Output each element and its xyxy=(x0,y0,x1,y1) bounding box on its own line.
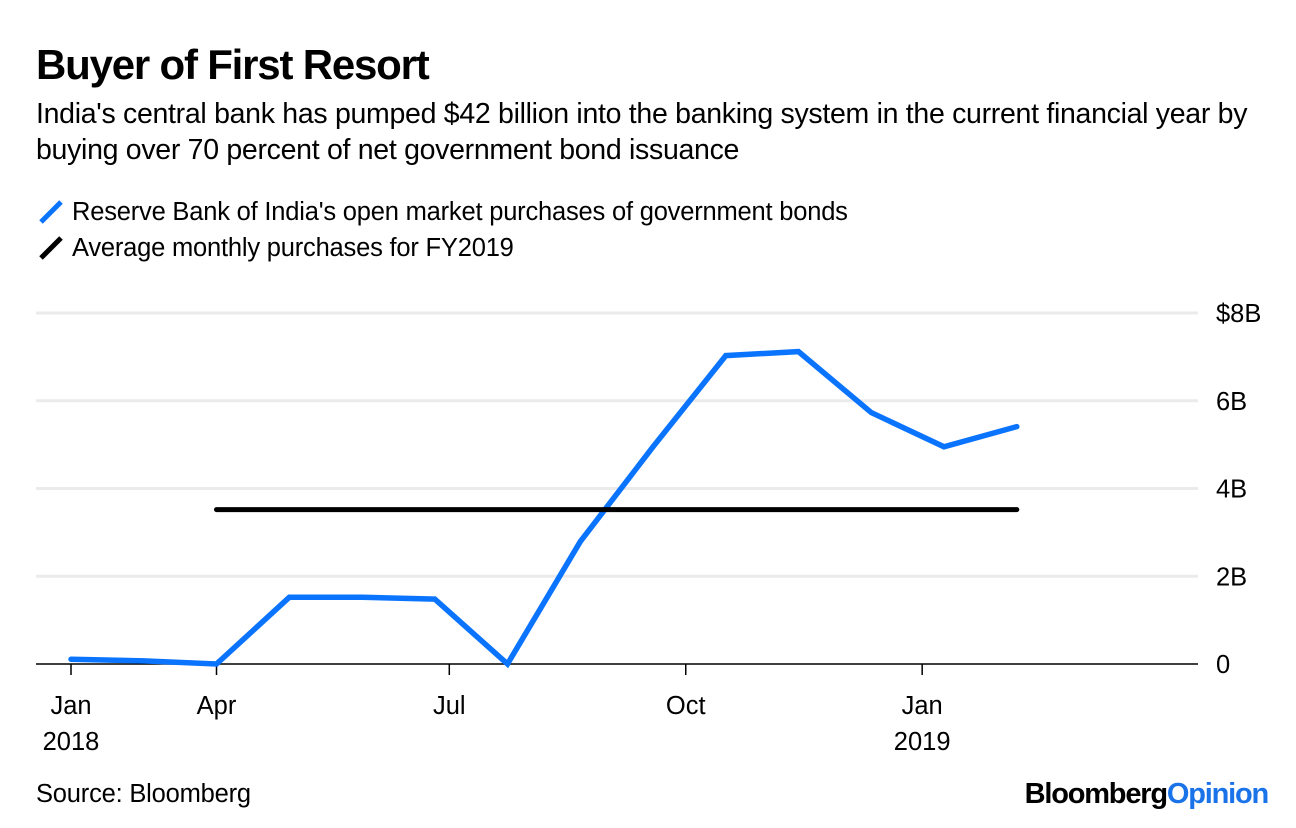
legend-item-rbi-purchases: Reserve Bank of India's open market purc… xyxy=(36,194,848,230)
x-tick-label: Apr xyxy=(197,692,237,720)
y-tick-label: 0 xyxy=(1216,651,1230,679)
x-axis: Jan 2018 Apr Jul Oct Jan 2019 xyxy=(36,663,1198,756)
line-chart: $8B 6B 4B 2B 0 Jan 2018 Apr Jul Oct Jan 2019 xyxy=(36,300,1261,756)
x-tick-label: Jan xyxy=(902,692,943,720)
rbi-purchases-line xyxy=(68,348,1020,669)
black-slash-icon xyxy=(39,236,63,260)
gridlines xyxy=(36,311,1198,578)
y-tick-label: 4B xyxy=(1216,476,1247,504)
y-axis-labels: $8B 6B 4B 2B 0 xyxy=(1216,300,1261,679)
x-tick-label: Jul xyxy=(433,692,466,720)
logo-bloomberg: Bloomberg xyxy=(1024,778,1168,810)
x-tick-label: Oct xyxy=(666,692,706,720)
x-tick-year-label: 2018 xyxy=(43,728,100,756)
chart-title: Buyer of First Resort xyxy=(36,41,430,88)
series-lines xyxy=(68,348,1020,669)
chart-subtitle: India's central bank has pumped $42 bill… xyxy=(36,98,1248,166)
source-note: Source: Bloomberg xyxy=(36,780,251,808)
legend: Reserve Bank of India's open market purc… xyxy=(36,194,848,266)
legend-label-average: Average monthly purchases for FY2019 xyxy=(72,233,514,262)
bloomberg-opinion-logo: BloombergOpinion xyxy=(1024,778,1270,811)
logo-opinion: Opinion xyxy=(1166,778,1269,810)
y-tick-label: $8B xyxy=(1216,300,1261,328)
blue-slash-icon xyxy=(39,200,63,224)
legend-label-rbi-purchases: Reserve Bank of India's open market purc… xyxy=(72,197,848,226)
y-tick-label: 6B xyxy=(1216,388,1247,416)
x-tick-label: Jan xyxy=(50,692,91,720)
legend-item-average: Average monthly purchases for FY2019 xyxy=(36,230,848,266)
x-tick-year-label: 2019 xyxy=(894,728,951,756)
y-tick-label: 2B xyxy=(1216,563,1247,591)
